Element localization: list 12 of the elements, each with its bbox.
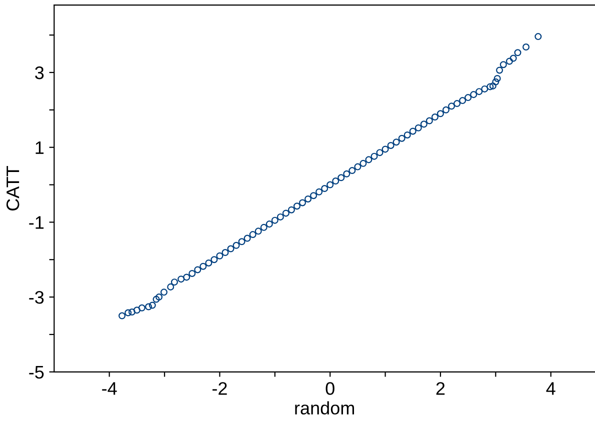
y-tick-label: 1 xyxy=(36,141,44,154)
x-tick-label: 2 xyxy=(436,382,445,395)
y-axis-title: CATT xyxy=(6,166,20,210)
y-tick-label: -3 xyxy=(29,290,44,304)
x-tick-label: -4 xyxy=(102,382,117,395)
y-tick-label: 3 xyxy=(35,66,44,80)
y-tick-label: -5 xyxy=(29,366,44,379)
x-tick-label: 0 xyxy=(326,382,334,395)
y-tick-label: -1 xyxy=(29,216,44,229)
x-tick-label: 4 xyxy=(546,382,556,395)
x-tick-label: -2 xyxy=(212,382,227,395)
x-axis-title: random xyxy=(295,401,354,414)
